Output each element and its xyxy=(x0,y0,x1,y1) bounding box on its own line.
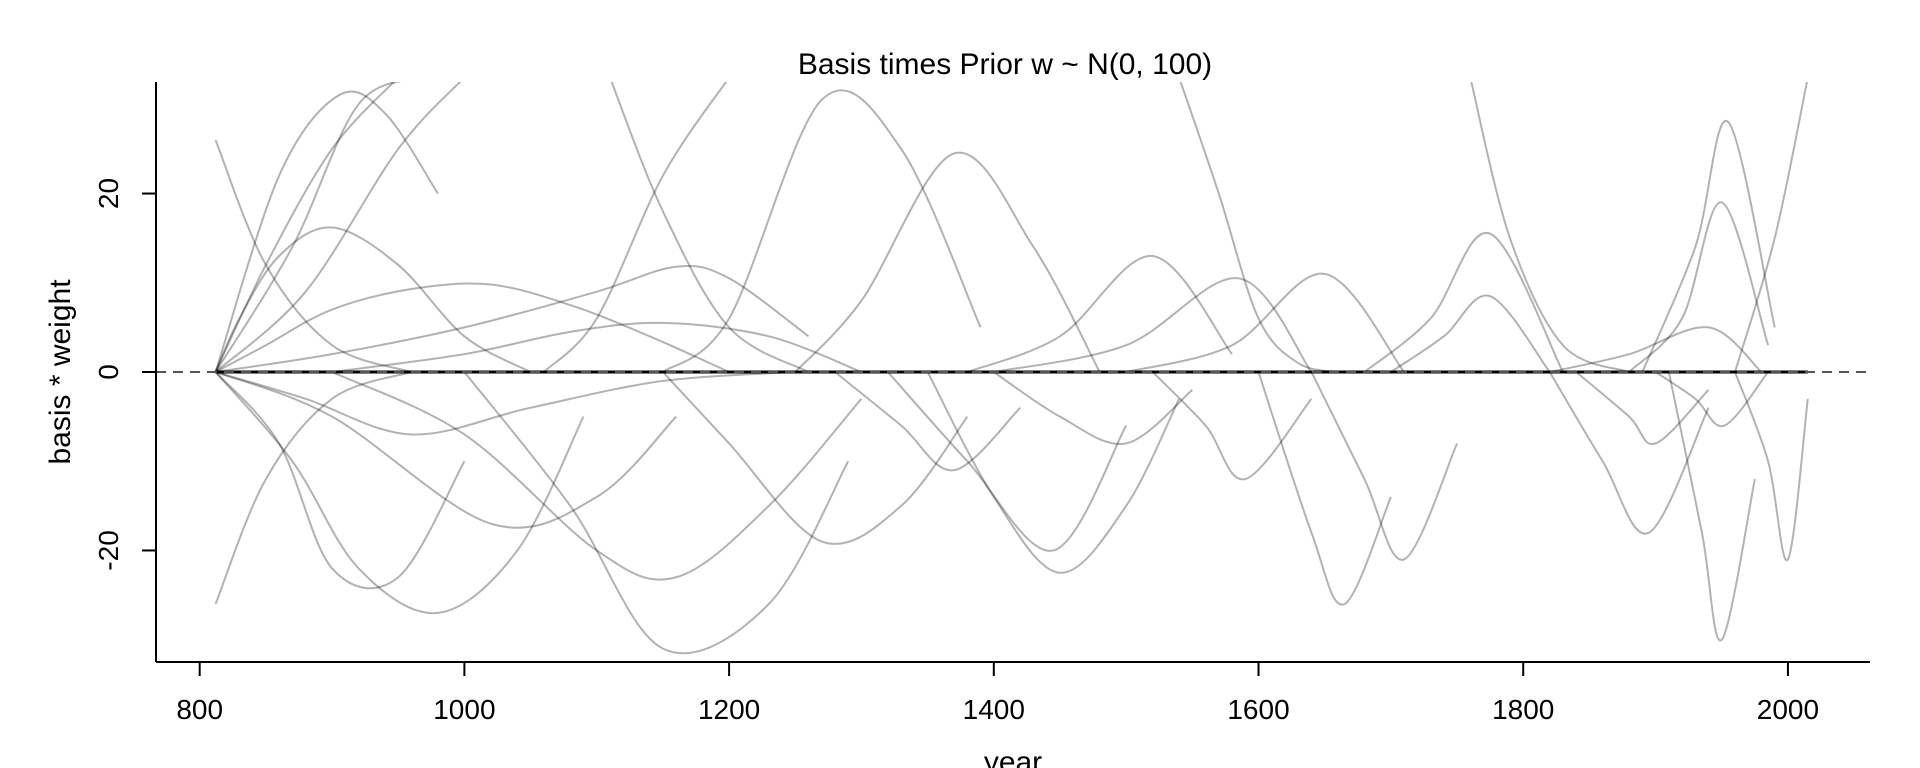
basis-curve-9 xyxy=(543,82,728,373)
basis-curves xyxy=(214,82,1809,655)
basis-curve-7 xyxy=(214,82,462,373)
basis-curve-2 xyxy=(215,282,730,373)
x-tick-label-1200: 1200 xyxy=(698,694,760,725)
basis-curve-31 xyxy=(993,371,1193,446)
x-axis-ticks: 800 1000 1200 1400 1600 1800 2000 xyxy=(176,662,1819,725)
basis-curve-41 xyxy=(610,82,810,373)
basis-curve-40 xyxy=(1179,82,1339,373)
y-axis-label: basis * weight xyxy=(44,279,77,465)
basis-curve-33 xyxy=(1257,371,1392,606)
basis-curve-28 xyxy=(834,371,1021,472)
basis-curve-29 xyxy=(887,371,1128,552)
basis-curve-26 xyxy=(463,371,850,655)
basis-curve-35 xyxy=(1548,371,1710,535)
basis-curve-24 xyxy=(215,371,796,436)
basis-curve-38 xyxy=(1667,371,1756,642)
y-axis-ticks: -20 0 20 xyxy=(93,178,156,571)
basis-curve-17 xyxy=(1549,326,1763,373)
basis-curve-43 xyxy=(214,139,412,373)
basis-curve-22 xyxy=(214,371,585,615)
basis-curve-36 xyxy=(1575,371,1710,445)
basis-curve-30 xyxy=(926,371,1181,574)
basis-curve-5 xyxy=(214,82,396,373)
basis-curve-25 xyxy=(331,371,863,581)
x-tick-label-2000: 2000 xyxy=(1757,694,1819,725)
basis-curve-13 xyxy=(993,277,1313,373)
x-tick-label-1400: 1400 xyxy=(963,694,1025,725)
x-tick-label-1600: 1600 xyxy=(1227,694,1289,725)
basis-curve-32 xyxy=(1151,371,1313,481)
basis-curve-20 xyxy=(1734,82,1808,373)
x-tick-label-1800: 1800 xyxy=(1492,694,1554,725)
basis-curve-14 xyxy=(1125,272,1405,373)
x-axis-label: year xyxy=(984,746,1042,768)
basis-curve-10 xyxy=(662,89,982,373)
basis-curve-8 xyxy=(214,90,439,373)
x-tick-label-800: 800 xyxy=(176,694,223,725)
basis-curve-44 xyxy=(214,371,412,605)
x-tick-label-1000: 1000 xyxy=(433,694,495,725)
y-tick-label-0: 0 xyxy=(93,364,124,380)
basis-curve-12 xyxy=(966,254,1233,373)
basis-curve-15 xyxy=(1390,294,1551,373)
basis-curve-42 xyxy=(1470,82,1630,373)
y-tick-label-20: 20 xyxy=(93,178,124,209)
basis-curve-3 xyxy=(215,264,810,373)
basis-curve-1 xyxy=(214,226,532,373)
basis-curve-11 xyxy=(794,151,1101,373)
basis-curve-37 xyxy=(1655,371,1769,428)
basis-curve-39 xyxy=(1734,371,1809,562)
basis-curve-6 xyxy=(214,82,402,373)
basis-curve-27 xyxy=(662,371,969,545)
basis-curve-21 xyxy=(214,371,466,590)
basis-curve-16 xyxy=(1363,232,1564,373)
basis-curve-19 xyxy=(1641,119,1776,373)
basis-curve-23 xyxy=(215,371,677,529)
chart-title: Basis times Prior w ~ N(0, 100) xyxy=(798,48,1212,81)
basis-curve-34 xyxy=(1310,371,1458,561)
basis-curve-4 xyxy=(331,321,862,373)
y-tick-label--20: -20 xyxy=(93,530,124,570)
basis-curve-18 xyxy=(1628,201,1770,373)
